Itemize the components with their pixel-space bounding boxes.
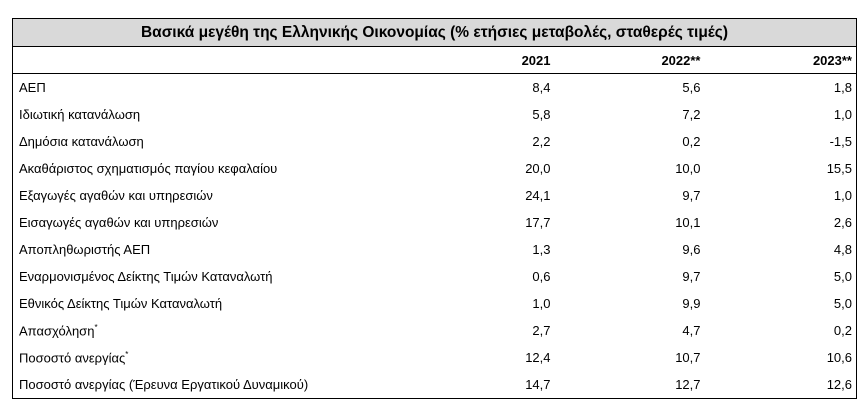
row-label: Εισαγωγές αγαθών και υπηρεσιών — [19, 215, 219, 230]
value-cell: 12,4 — [525, 350, 551, 365]
row-label: Ποσοστό ανεργίας (Έρευνα Εργατικού Δυναμ… — [19, 377, 309, 392]
row-label-cell: Εθνικός Δείκτης Τιμών Καταναλωτή — [13, 290, 405, 317]
row-label-cell: Απασχόληση* — [13, 317, 405, 344]
value-cell: 5,6 — [682, 80, 701, 95]
value-cell: 10,1 — [675, 215, 701, 230]
table-row: Δημόσια κατανάλωση 2,2 0,2 -1,5 — [13, 128, 857, 155]
table-row: Ποσοστό ανεργίας* 12,4 10,7 10,6 — [13, 344, 857, 371]
row-note: * — [125, 349, 129, 359]
table-row: Ακαθάριστος σχηματισμός παγίου κεφαλαίου… — [13, 155, 857, 182]
column-header: 2021 — [404, 46, 555, 74]
row-label: Δημόσια κατανάλωση — [19, 134, 144, 149]
value-cell: 1,0 — [833, 107, 852, 122]
value-cell: 2,7 — [532, 323, 551, 338]
row-label-cell: Ακαθάριστος σχηματισμός παγίου κεφαλαίου — [13, 155, 405, 182]
value-cell: 8,4 — [532, 80, 551, 95]
value-cell: 4,7 — [682, 323, 701, 338]
value-cell: 0,2 — [833, 323, 852, 338]
row-label: Απασχόληση — [19, 323, 95, 339]
value-cell: 5,0 — [833, 296, 852, 311]
row-label-cell: Εξαγωγές αγαθών και υπηρεσιών — [13, 182, 405, 209]
value-cell: 12,6 — [826, 377, 852, 392]
value-cell: 20,0 — [525, 161, 551, 176]
row-label-cell: Ποσοστό ανεργίας (Έρευνα Εργατικού Δυναμ… — [13, 371, 405, 399]
value-cell: 12,7 — [675, 377, 701, 392]
value-cell: 10,0 — [675, 161, 701, 176]
value-cell: 10,6 — [826, 350, 852, 365]
row-label: ΑΕΠ — [19, 80, 46, 95]
value-cell: 17,7 — [525, 215, 551, 230]
value-cell: 4,8 — [833, 242, 852, 257]
row-label: Αποπληθωριστής ΑΕΠ — [19, 242, 151, 257]
value-cell: 1,3 — [532, 242, 551, 257]
row-label: Ιδιωτική κατανάλωση — [19, 107, 141, 122]
value-cell: 1,0 — [532, 296, 551, 311]
row-note: * — [94, 322, 98, 332]
header-empty — [12, 46, 405, 74]
table-row: Ποσοστό ανεργίας (Έρευνα Εργατικού Δυναμ… — [13, 371, 857, 399]
table-title: Βασικά μεγέθη της Ελληνικής Οικονομίας (… — [12, 18, 857, 47]
column-header: 2023** — [704, 46, 857, 74]
value-cell: -1,5 — [829, 134, 852, 149]
value-cell: 10,7 — [675, 350, 701, 365]
row-label-cell: Ιδιωτική κατανάλωση — [13, 101, 405, 128]
row-label-cell: ΑΕΠ — [13, 74, 405, 102]
row-label-cell: Δημόσια κατανάλωση — [13, 128, 405, 155]
table-body: ΑΕΠ 8,4 5,6 1,8 Ιδιωτική κατανάλωση 5,8 7,2 1,0… — [13, 74, 857, 399]
row-label: Εθνικός Δείκτης Τιμών Καταναλωτή — [19, 296, 223, 311]
table-row: Ιδιωτική κατανάλωση 5,8 7,2 1,0 — [13, 101, 857, 128]
value-cell: 7,2 — [682, 107, 701, 122]
row-label: Ποσοστό ανεργίας — [19, 350, 126, 366]
value-cell: 9,9 — [682, 296, 701, 311]
value-cell: 9,7 — [682, 269, 701, 284]
row-label-cell: Εισαγωγές αγαθών και υπηρεσιών — [13, 209, 405, 236]
row-label: Ακαθάριστος σχηματισμός παγίου κεφαλαίου — [19, 161, 278, 176]
row-label-cell: Εναρμονισμένος Δείκτης Τιμών Καταναλωτή — [13, 263, 405, 290]
row-label: Εξαγωγές αγαθών και υπηρεσιών — [19, 188, 213, 203]
value-cell: 24,1 — [525, 188, 551, 203]
row-label: Εναρμονισμένος Δείκτης Τιμών Καταναλωτή — [19, 269, 273, 284]
table-row: Εισαγωγές αγαθών και υπηρεσιών 17,7 10,1 2,… — [13, 209, 857, 236]
value-cell: 1,8 — [833, 80, 852, 95]
value-cell: 0,6 — [532, 269, 551, 284]
value-cell: 9,6 — [682, 242, 701, 257]
value-cell: 5,8 — [532, 107, 551, 122]
row-label-cell: Αποπληθωριστής ΑΕΠ — [13, 236, 405, 263]
table-row: Αποπληθωριστής ΑΕΠ 1,3 9,6 4,8 — [13, 236, 857, 263]
row-label-cell: Ποσοστό ανεργίας* — [13, 344, 405, 371]
value-cell: 14,7 — [525, 377, 551, 392]
column-header: 2022** — [554, 46, 705, 74]
table-row: Εναρμονισμένος Δείκτης Τιμών Καταναλωτή 0… — [13, 263, 857, 290]
value-cell: 1,0 — [833, 188, 852, 203]
value-cell: 5,0 — [833, 269, 852, 284]
value-cell: 15,5 — [826, 161, 852, 176]
table-row: Εξαγωγές αγαθών και υπηρεσιών 24,1 9,7 1,0 — [13, 182, 857, 209]
value-cell: 9,7 — [682, 188, 701, 203]
value-cell: 0,2 — [682, 134, 701, 149]
table-container: Βασικά μεγέθη της Ελληνικής Οικονομίας (… — [12, 18, 857, 399]
table-row: Απασχόληση* 2,7 4,7 0,2 — [13, 317, 857, 344]
value-cell: 2,2 — [532, 134, 551, 149]
header-row: 2021 2022** 2023** — [12, 46, 857, 74]
table-row: ΑΕΠ 8,4 5,6 1,8 — [13, 74, 857, 102]
table-row: Εθνικός Δείκτης Τιμών Καταναλωτή 1,0 9,9 5,… — [13, 290, 857, 317]
table: Βασικά μεγέθη της Ελληνικής Οικονομίας (… — [12, 18, 857, 399]
value-cell: 2,6 — [833, 215, 852, 230]
